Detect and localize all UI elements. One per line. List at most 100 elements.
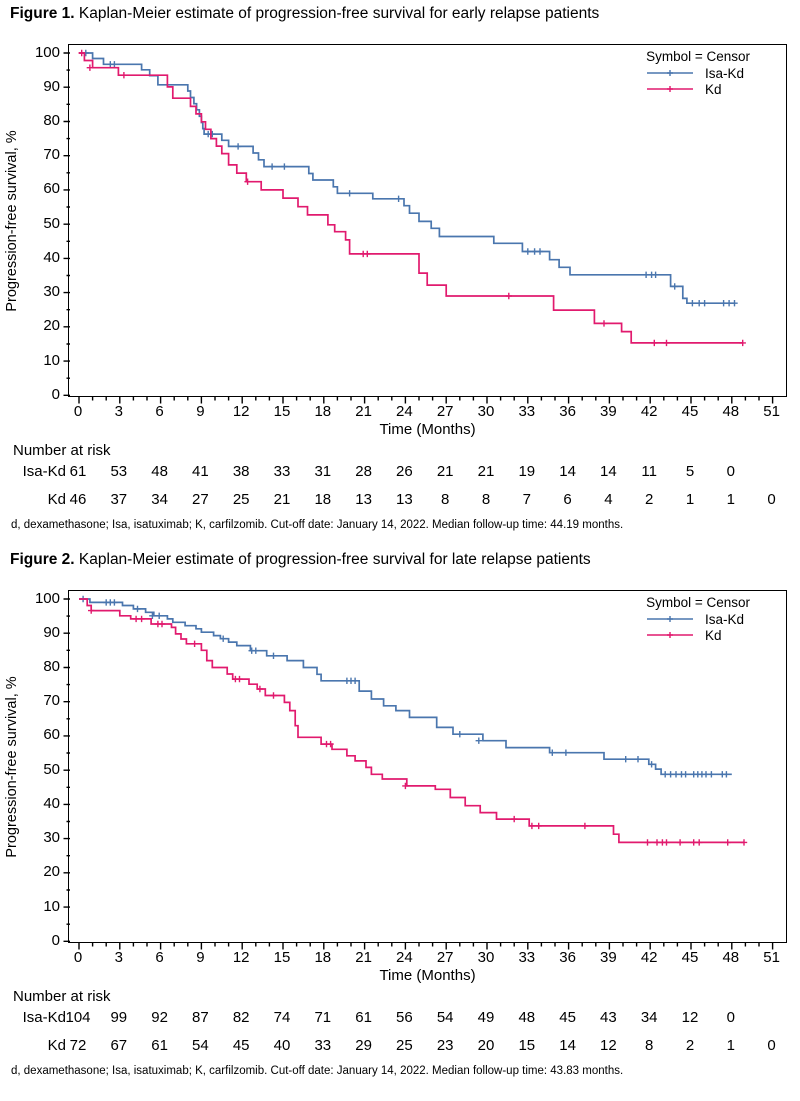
risk-value: 99 xyxy=(110,1009,128,1026)
risk-table-header-1: Number at risk xyxy=(13,442,111,459)
y-tick-label: 40 xyxy=(43,248,60,266)
figure-1-title-number: Figure 1. xyxy=(10,5,75,22)
x-tick-label: 21 xyxy=(355,949,372,966)
risk-value: 7 xyxy=(522,490,531,508)
footnote-1: d, dexamethasone; Isa, isatuximab; K, ca… xyxy=(11,519,624,531)
risk-value: 71 xyxy=(314,1009,332,1026)
risk-row-label-kd: Kd xyxy=(47,1036,66,1054)
x-tick-label: 0 xyxy=(73,403,83,420)
y-tick-label: 80 xyxy=(43,111,60,129)
x-tick-label: 12 xyxy=(232,403,250,420)
risk-value: 104 xyxy=(65,1009,91,1026)
figure-1-title: Figure 1. Kaplan-Meier estimate of progr… xyxy=(10,5,599,23)
x-tick-label: 15 xyxy=(273,949,291,966)
risk-row-label-isa-kd: Isa-Kd xyxy=(22,463,66,480)
x-tick-label: 3 xyxy=(114,949,123,966)
risk-value: 6 xyxy=(563,490,572,508)
km-plot-2: Progression-free survival, % Symbol = Ce… xyxy=(4,590,787,950)
y-tick-label: 90 xyxy=(43,623,60,641)
km-plot-1: Progression-free survival, % Symbol = Ce… xyxy=(4,44,787,404)
x-tick-label: 33 xyxy=(518,403,536,420)
x-tick-label: 45 xyxy=(681,403,699,420)
risk-value: 43 xyxy=(600,1009,617,1026)
risk-value: 2 xyxy=(685,1036,695,1054)
legend-label-kd: Kd xyxy=(705,81,722,97)
x-tick-label: 48 xyxy=(722,949,740,966)
km-curves-svg-1 xyxy=(63,49,774,404)
risk-value: 0 xyxy=(726,1009,735,1026)
y-tick-label: 70 xyxy=(43,692,60,710)
x-tick-label: 33 xyxy=(518,949,536,966)
risk-value: 56 xyxy=(396,1009,413,1026)
risk-value: 20 xyxy=(477,1036,495,1054)
km-line-isa-kd xyxy=(79,52,735,305)
x-tick-label: 51 xyxy=(763,403,780,420)
legend-entry-kd: Kd xyxy=(645,81,750,97)
risk-value: 41 xyxy=(192,463,209,480)
y-tick-label: 100 xyxy=(34,43,60,61)
risk-value: 38 xyxy=(232,463,250,480)
x-tick-label: 12 xyxy=(232,949,250,966)
risk-value: 48 xyxy=(518,1009,536,1026)
risk-value: 14 xyxy=(600,463,617,480)
axis-ticks xyxy=(63,598,774,950)
km-line-kd xyxy=(79,52,743,344)
isa-kd-line-icon xyxy=(647,616,693,622)
x-tick-label: 24 xyxy=(396,403,413,420)
risk-value: 4 xyxy=(604,490,613,508)
risk-value: 34 xyxy=(640,1009,658,1026)
x-tick-label: 0 xyxy=(73,949,83,966)
legend-label-kd: Kd xyxy=(705,627,722,643)
legend-entry-isa-kd: Isa-Kd xyxy=(645,65,750,81)
x-tick-label: 9 xyxy=(196,403,205,420)
risk-value: 12 xyxy=(600,1036,617,1054)
risk-value: 1 xyxy=(685,490,695,508)
risk-row-label-isa-kd: Isa-Kd xyxy=(22,1009,66,1026)
x-tick-label: 27 xyxy=(436,403,454,420)
figure-1-title-text: Kaplan-Meier estimate of progression-fre… xyxy=(74,5,600,22)
x-tick-label: 27 xyxy=(436,949,454,966)
risk-value: 49 xyxy=(477,1009,495,1026)
risk-value: 25 xyxy=(232,490,250,508)
risk-table-header-2: Number at risk xyxy=(13,988,111,1005)
risk-value: 46 xyxy=(69,490,87,508)
censor-marks-kd xyxy=(88,607,748,846)
risk-value: 87 xyxy=(192,1009,209,1026)
x-tick-label: 39 xyxy=(600,403,617,420)
x-tick-label: 30 xyxy=(477,949,495,966)
risk-value: 33 xyxy=(273,463,291,480)
y-tick-label: 90 xyxy=(43,77,60,95)
risk-value: 45 xyxy=(559,1009,576,1026)
y-tick-label: 30 xyxy=(43,829,60,847)
legend-2: Symbol = Censor Isa-Kd Kd xyxy=(645,595,750,643)
axis-ticks xyxy=(63,52,774,404)
x-tick-label: 3 xyxy=(114,403,123,420)
x-tick-label: 30 xyxy=(477,403,495,420)
risk-value: 61 xyxy=(355,1009,372,1026)
km-line-kd xyxy=(79,598,744,844)
risk-value: 25 xyxy=(396,1036,413,1054)
risk-value: 0 xyxy=(767,490,776,508)
risk-value: 54 xyxy=(192,1036,209,1054)
x-tick-label: 48 xyxy=(722,403,740,420)
risk-value: 11 xyxy=(641,463,657,480)
censor-marks-isa-kd xyxy=(82,49,738,307)
x-tick-label: 24 xyxy=(396,949,413,966)
y-tick-label: 80 xyxy=(43,657,60,675)
y-tick-label: 30 xyxy=(43,283,60,301)
figure-2-title-text: Kaplan-Meier estimate of progression-fre… xyxy=(74,551,591,568)
risk-value: 23 xyxy=(436,1036,454,1054)
figure-1: Figure 1. Kaplan-Meier estimate of progr… xyxy=(0,0,800,546)
x-tick-label: 45 xyxy=(681,949,699,966)
legend-label-isa-kd: Isa-Kd xyxy=(705,65,745,81)
legend-title-1: Symbol = Censor xyxy=(646,49,750,64)
risk-value: 2 xyxy=(645,490,654,508)
y-tick-label: 10 xyxy=(43,351,60,369)
risk-value: 72 xyxy=(69,1036,87,1054)
risk-value: 48 xyxy=(151,463,168,480)
isa-kd-line-icon xyxy=(647,70,693,76)
figure-2: Figure 2. Kaplan-Meier estimate of progr… xyxy=(0,546,800,1101)
y-tick-label: 70 xyxy=(43,146,60,164)
risk-value: 13 xyxy=(355,490,372,508)
risk-value: 31 xyxy=(314,463,332,480)
